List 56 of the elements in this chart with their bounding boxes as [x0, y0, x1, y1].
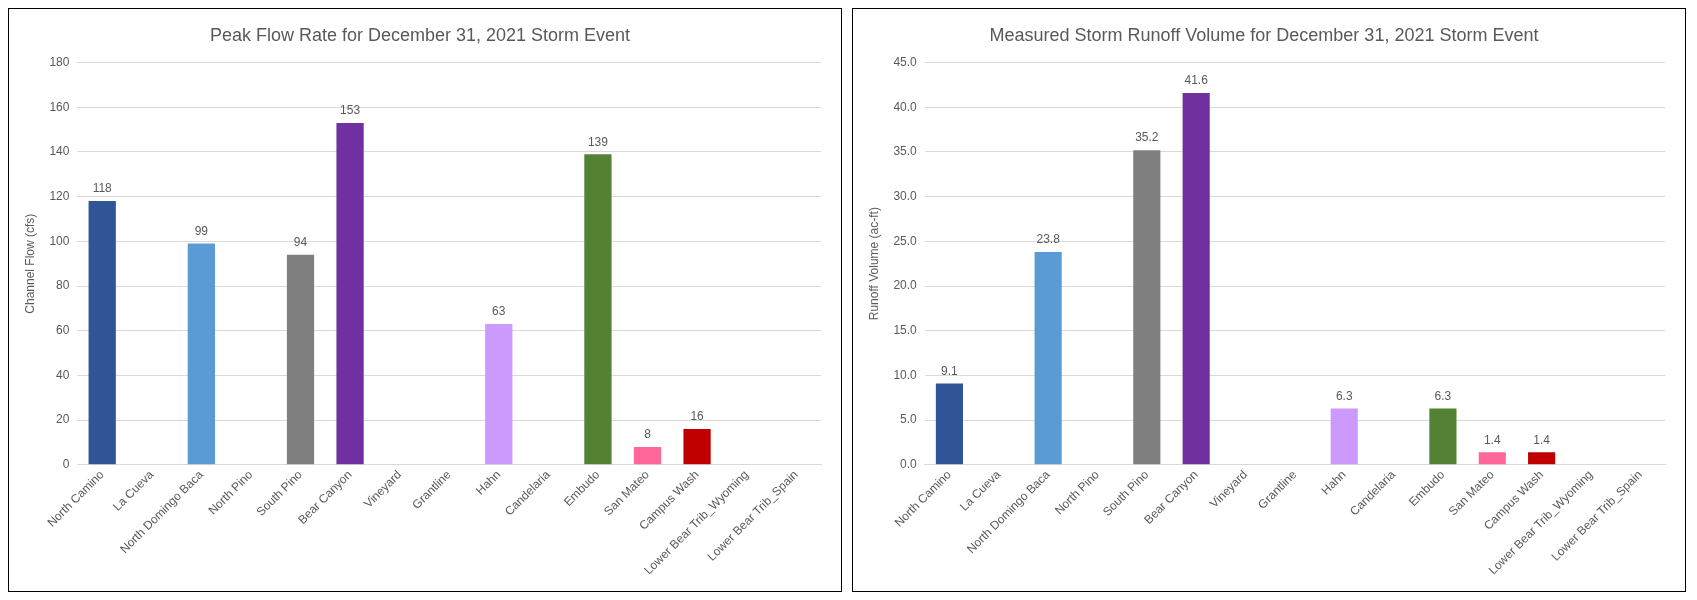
- data-label: 94: [293, 235, 308, 250]
- bar: [485, 324, 513, 465]
- y-tick-label: 80: [56, 278, 70, 293]
- y-tick-label: 0.0: [900, 457, 918, 472]
- y-tick-label: 10.0: [893, 367, 918, 382]
- bar: [1429, 408, 1457, 465]
- y-tick-label: 40: [56, 367, 70, 382]
- y-axis-title: Channel Flow (cfs): [22, 213, 37, 314]
- bar: [935, 383, 963, 465]
- y-tick-label: 20: [56, 412, 70, 427]
- data-label: 1.4: [1533, 432, 1551, 447]
- chart-title: Peak Flow Rate for December 31, 2021 Storm Event: [209, 24, 631, 45]
- bar: [1330, 408, 1358, 465]
- data-label: 6.3: [1335, 388, 1353, 403]
- bar: [1133, 150, 1161, 465]
- y-tick-label: 180: [49, 54, 70, 69]
- data-label: 23.8: [1036, 232, 1061, 247]
- y-tick-label: 35.0: [893, 144, 918, 159]
- data-label: 63: [492, 304, 506, 319]
- y-tick-label: 15.0: [893, 323, 918, 338]
- data-label: 1.4: [1483, 432, 1501, 447]
- y-tick-label: 120: [49, 188, 70, 203]
- y-tick-label: 45.0: [893, 54, 918, 69]
- y-axis-title: Runoff Volume (ac-ft): [866, 207, 881, 321]
- y-tick-label: 30.0: [893, 188, 918, 203]
- data-label: 139: [587, 134, 609, 149]
- y-tick-label: 5.0: [900, 412, 918, 427]
- data-label: 153: [340, 103, 361, 118]
- bar: [1528, 452, 1556, 465]
- y-tick-label: 20.0: [893, 278, 918, 293]
- bar: [1182, 92, 1210, 465]
- bar: [286, 254, 315, 465]
- bar: [336, 122, 364, 465]
- bar: [1478, 452, 1506, 465]
- y-tick-label: 40.0: [893, 99, 918, 114]
- data-label: 6.3: [1434, 388, 1452, 403]
- y-tick-label: 100: [49, 233, 70, 248]
- bar: [633, 446, 662, 465]
- y-tick-label: 160: [49, 99, 70, 114]
- bar: [1034, 252, 1062, 465]
- data-label: 41.6: [1184, 73, 1209, 88]
- chart-title: Measured Storm Runoff Volume for December 31, 2021 Storm Event: [989, 24, 1539, 45]
- data-label: 99: [194, 223, 209, 238]
- bar: [683, 429, 711, 465]
- data-label: 8: [644, 427, 652, 442]
- data-label: 16: [690, 409, 705, 424]
- y-tick-label: 25.0: [893, 233, 918, 248]
- bar: [584, 154, 612, 465]
- y-tick-label: 60: [56, 323, 70, 338]
- y-tick-label: 140: [49, 144, 70, 159]
- data-label: 35.2: [1135, 130, 1159, 145]
- y-tick-label: 0: [62, 457, 70, 472]
- bar: [88, 201, 116, 465]
- data-label: 118: [92, 181, 113, 196]
- data-label: 9.1: [941, 363, 959, 378]
- bar: [187, 243, 215, 465]
